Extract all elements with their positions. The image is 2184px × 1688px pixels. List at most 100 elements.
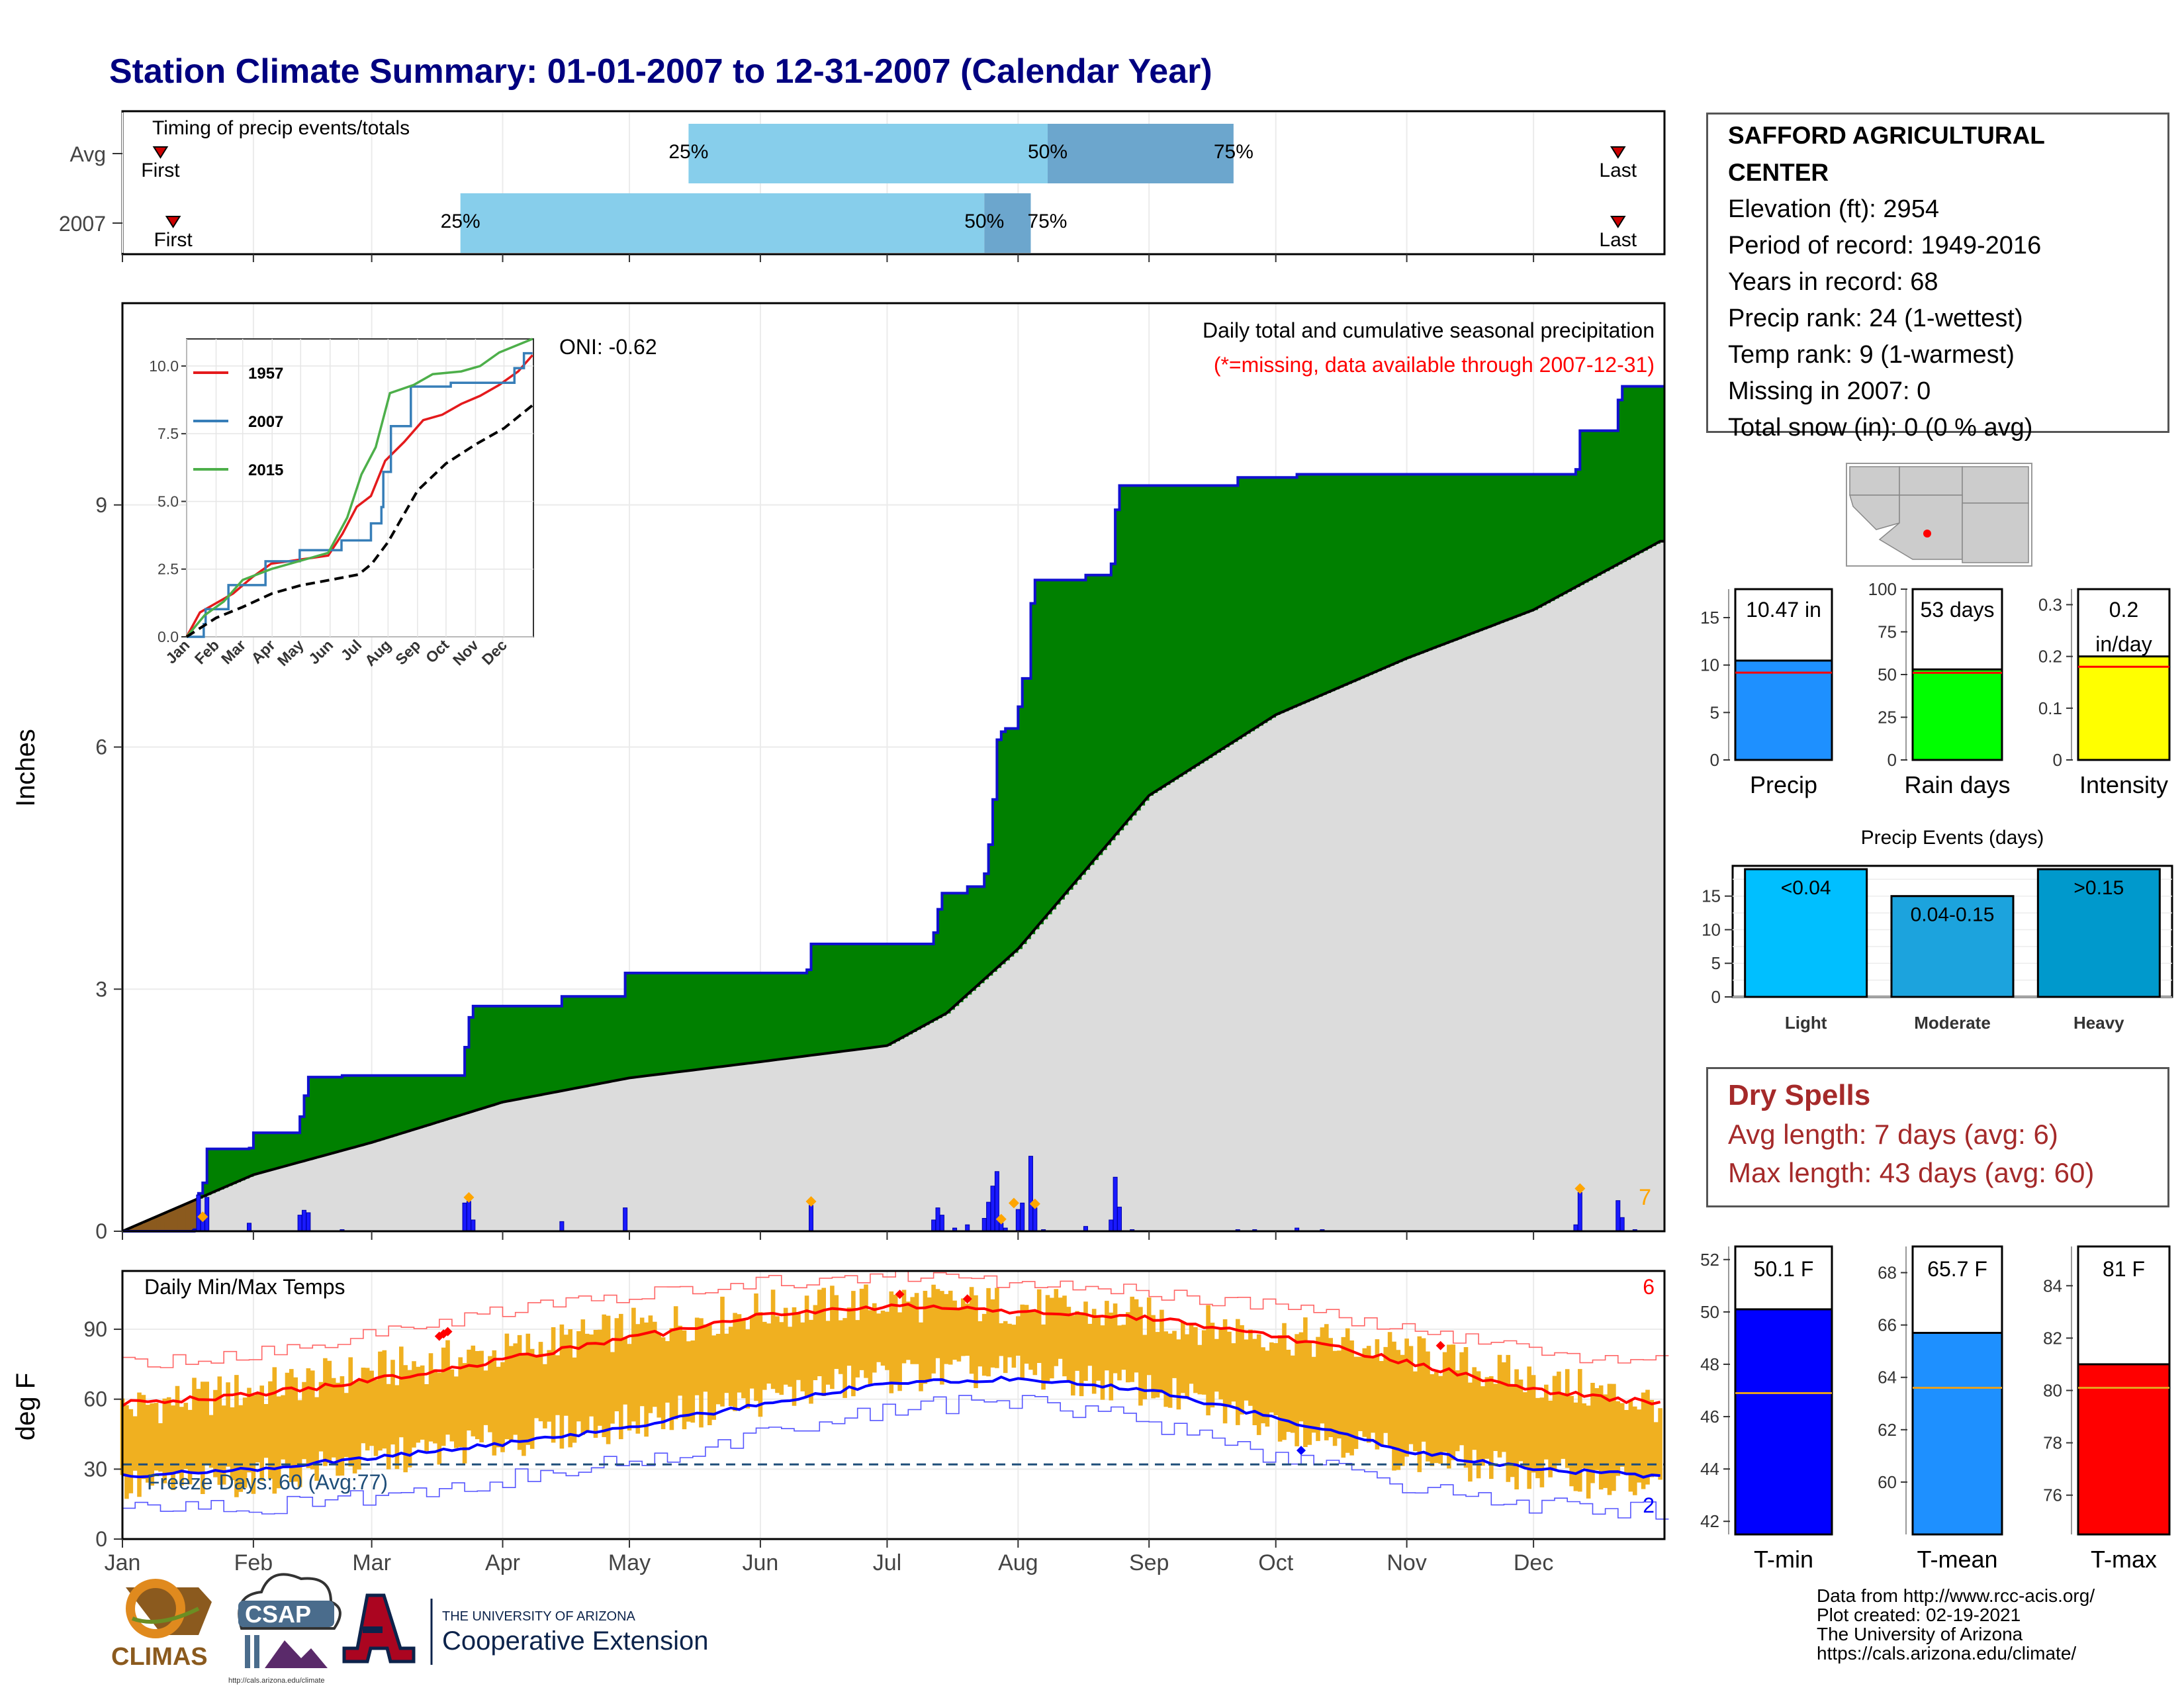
intensity-vs-avg-category-label: Intensity [2079, 771, 2168, 798]
heavy-precip-marker [1029, 1198, 1040, 1209]
daily-precip-bar [809, 1205, 814, 1232]
daily-precip-bar [986, 1201, 991, 1232]
heavy-precip-marker [1008, 1197, 1019, 1209]
month-label: Nov [1387, 1550, 1426, 1575]
timing-first-marker [152, 146, 169, 159]
raindays-vs-avg-ytick-label: 100 [1868, 579, 1897, 599]
daily-precip-bar [623, 1207, 628, 1232]
intensity-vs-avg-value-label: in/day [2095, 632, 2152, 656]
tmin-vs-avg-category-label: T-min [1754, 1546, 1813, 1573]
inset-ytick-label: 10.0 [149, 357, 179, 375]
precip-vs-avg-ytick-label: 15 [1700, 608, 1719, 628]
intensity-vs-avg-ytick-label: 0.1 [2038, 698, 2062, 718]
precip-frame [121, 302, 1666, 1233]
daily-precip-bar [981, 1217, 987, 1232]
csap-wordmark: CSAP [245, 1601, 311, 1628]
daily-precip-bar [559, 1221, 565, 1232]
inset-legend-label: 2015 [248, 461, 283, 479]
cumulative-2007-line [122, 385, 1664, 1233]
ua-extension: Cooperative Extension [442, 1626, 708, 1656]
daily-precip-bar [1015, 1209, 1021, 1232]
month-label: Oct [1258, 1550, 1293, 1575]
daily-precip-bar [247, 1223, 252, 1232]
tmax-vs-avg-value-label: 81 F [2103, 1257, 2145, 1281]
tmin-vs-avg-ytick-label: 48 [1700, 1354, 1719, 1374]
tmin-vs-avg-ytick-label: 52 [1700, 1250, 1719, 1270]
raindays-vs-avg-bar [1911, 668, 2003, 761]
heavy-precip-marker [1574, 1183, 1586, 1194]
precip-vs-avg-ytick-label: 5 [1710, 702, 1719, 722]
timing-bar-25-50 [688, 124, 1048, 183]
tmean-vs-avg-ytick-label: 60 [1878, 1472, 1897, 1492]
ua-logo: THE UNIVERSITY OF ARIZONA Cooperative Ex… [342, 1593, 708, 1665]
month-label: Jan [105, 1550, 141, 1575]
precip-vs-avg-category-label: Precip [1750, 771, 1817, 798]
footer-line: Data from http://www.rcc-acis.org/ [1817, 1585, 2095, 1606]
timing-last-label: Last [1599, 229, 1637, 251]
record-low-marker [1297, 1446, 1306, 1456]
precip-events-category: Light [1785, 1013, 1827, 1033]
precip-events-ytick-label: 15 [1702, 886, 1721, 906]
heavy-precip-marker [805, 1196, 817, 1207]
month-label: Jul [873, 1550, 901, 1575]
precip-header: Daily total and cumulative seasonal prec… [1203, 318, 1655, 342]
climas-logo: CLIMAS [111, 1579, 212, 1671]
tmin-vs-avg-ytick-label: 46 [1700, 1407, 1719, 1427]
month-label: Feb [234, 1550, 273, 1575]
record-high-marker [895, 1289, 905, 1299]
daily-precip-bar [1577, 1192, 1582, 1232]
month-label: Apr [485, 1550, 520, 1575]
tmean-vs-avg-ytick-label: 68 [1878, 1263, 1897, 1283]
timing-label-25: 25% [441, 211, 480, 232]
precip-events-ytick-label: 5 [1711, 953, 1721, 973]
tmean-vs-avg-ytick-label: 66 [1878, 1315, 1897, 1335]
tmin-vs-avg-ytick-label: 42 [1700, 1511, 1719, 1531]
station-detail-line: Temp rank: 9 (1-warmest) [1728, 341, 2015, 369]
avg-cumulative-line [122, 539, 1664, 1233]
timing-last-marker [1610, 146, 1626, 159]
dry-spells-avg: Avg length: 7 days (avg: 6) [1728, 1119, 2058, 1150]
temp-ylabel: deg F [11, 1373, 40, 1440]
climas-wordmark: CLIMAS [111, 1643, 208, 1671]
daily-precip-bar [1032, 1207, 1038, 1232]
timing-label-75: 75% [1214, 141, 1253, 163]
tmax-vs-avg-ytick-label: 82 [2043, 1328, 2062, 1348]
inset-series-2007 [187, 352, 533, 638]
month-label: May [608, 1550, 651, 1575]
daily-precip-bar [462, 1202, 467, 1232]
record-high-marker [1435, 1340, 1445, 1350]
daily-precip-bar [205, 1197, 210, 1232]
month-label: Jun [743, 1550, 779, 1575]
tmax-vs-avg-ytick-label: 78 [2043, 1433, 2062, 1453]
station-info-box: SAFFORD AGRICULTURAL CENTER Elevation (f… [1706, 113, 2169, 442]
station-name: SAFFORD AGRICULTURAL CENTER [1728, 122, 2045, 186]
precip-events-category: Moderate [1914, 1013, 1991, 1033]
tmax-vs-avg-ytick-label: 84 [2043, 1276, 2062, 1295]
timing-bar-50-75 [984, 193, 1031, 253]
footer-line: The University of Arizona [1817, 1624, 2023, 1644]
csap-url: http://cals.arizona.edu/climate [228, 1677, 325, 1685]
timing-first-label: First [141, 160, 180, 181]
timing-panel: Timing of precip events/totals Avg 25% 50% 7… [59, 110, 1666, 262]
raindays-vs-avg-ytick-label: 0 [1888, 750, 1897, 770]
csap-logo: CSAP http://cals.arizona.edu/climate [228, 1573, 341, 1685]
record-high-marker [962, 1294, 972, 1304]
precip-ytick-label: 6 [95, 735, 107, 759]
inset-ytick-label: 0.0 [158, 628, 179, 645]
footer-line: https://cals.arizona.edu/climate/ [1817, 1643, 2076, 1664]
raindays-vs-avg-ytick-label: 25 [1878, 708, 1897, 727]
normal-max-line [121, 1303, 1661, 1407]
inset-legend-label: 1957 [248, 365, 283, 383]
heavy-precip-marker [197, 1211, 208, 1223]
precip-vs-avg-bar [1734, 659, 1833, 761]
daily-precip-bar [1619, 1217, 1625, 1232]
precip-events-ytick-label: 10 [1702, 919, 1721, 939]
intensity-vs-avg-value-label: 0.2 [2109, 598, 2138, 622]
temp-ytick-label: 60 [83, 1387, 107, 1411]
daily-precip-bar [1117, 1206, 1122, 1232]
temp-ytick-label: 30 [83, 1457, 107, 1481]
tmax-vs-avg-bar [2077, 1363, 2171, 1536]
timing-bar-25-50 [460, 193, 985, 253]
inset-ytick-label: 2.5 [158, 561, 179, 578]
